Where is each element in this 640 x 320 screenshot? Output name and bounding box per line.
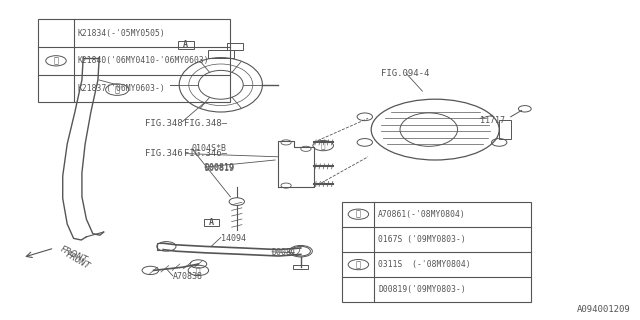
Text: 11717: 11717 <box>480 116 505 124</box>
Bar <box>177 41 193 49</box>
Text: K21837('06MY0603-): K21837('06MY0603-) <box>77 84 165 93</box>
Bar <box>38 19 230 102</box>
Text: A: A <box>183 40 188 49</box>
Text: FIG.346—: FIG.346— <box>184 149 227 158</box>
Text: ③: ③ <box>356 260 361 269</box>
Text: 14094: 14094 <box>221 234 246 243</box>
Text: 0311S  (-'08MY0804): 0311S (-'08MY0804) <box>378 260 471 269</box>
Bar <box>208 50 234 58</box>
Text: ①: ① <box>54 56 58 65</box>
Text: 0104S*B: 0104S*B <box>192 144 227 153</box>
Text: ②: ② <box>356 210 361 219</box>
Text: ②: ② <box>321 141 326 150</box>
Text: A094001209: A094001209 <box>577 305 630 314</box>
Text: D00819('09MY0803-): D00819('09MY0803-) <box>378 285 466 294</box>
Text: ③: ③ <box>196 266 201 275</box>
Text: FIG.346: FIG.346 <box>145 149 182 158</box>
Text: FRONT: FRONT <box>64 250 92 271</box>
Bar <box>227 43 243 50</box>
Text: D00819: D00819 <box>205 164 235 172</box>
Bar <box>499 120 511 139</box>
Text: FIG.348—: FIG.348— <box>184 119 227 128</box>
Bar <box>293 265 308 269</box>
Text: K21834(-'05MY0505): K21834(-'05MY0505) <box>77 28 165 37</box>
Bar <box>342 202 531 302</box>
Text: D00819: D00819 <box>205 163 235 172</box>
Text: FRONT: FRONT <box>59 244 89 265</box>
Text: D00812: D00812 <box>272 248 302 257</box>
Text: FIG.348: FIG.348 <box>145 119 182 128</box>
Text: 0167S ('09MY0803-): 0167S ('09MY0803-) <box>378 235 466 244</box>
Text: FIG.094-4: FIG.094-4 <box>381 69 429 78</box>
Text: A70838: A70838 <box>173 272 203 281</box>
Text: A70861(-'08MY0804): A70861(-'08MY0804) <box>378 210 466 219</box>
Text: ①: ① <box>115 85 120 94</box>
Text: A: A <box>209 218 214 227</box>
Bar <box>204 219 219 226</box>
Text: K21840('06MY0410-'06MY0603): K21840('06MY0410-'06MY0603) <box>77 56 209 65</box>
